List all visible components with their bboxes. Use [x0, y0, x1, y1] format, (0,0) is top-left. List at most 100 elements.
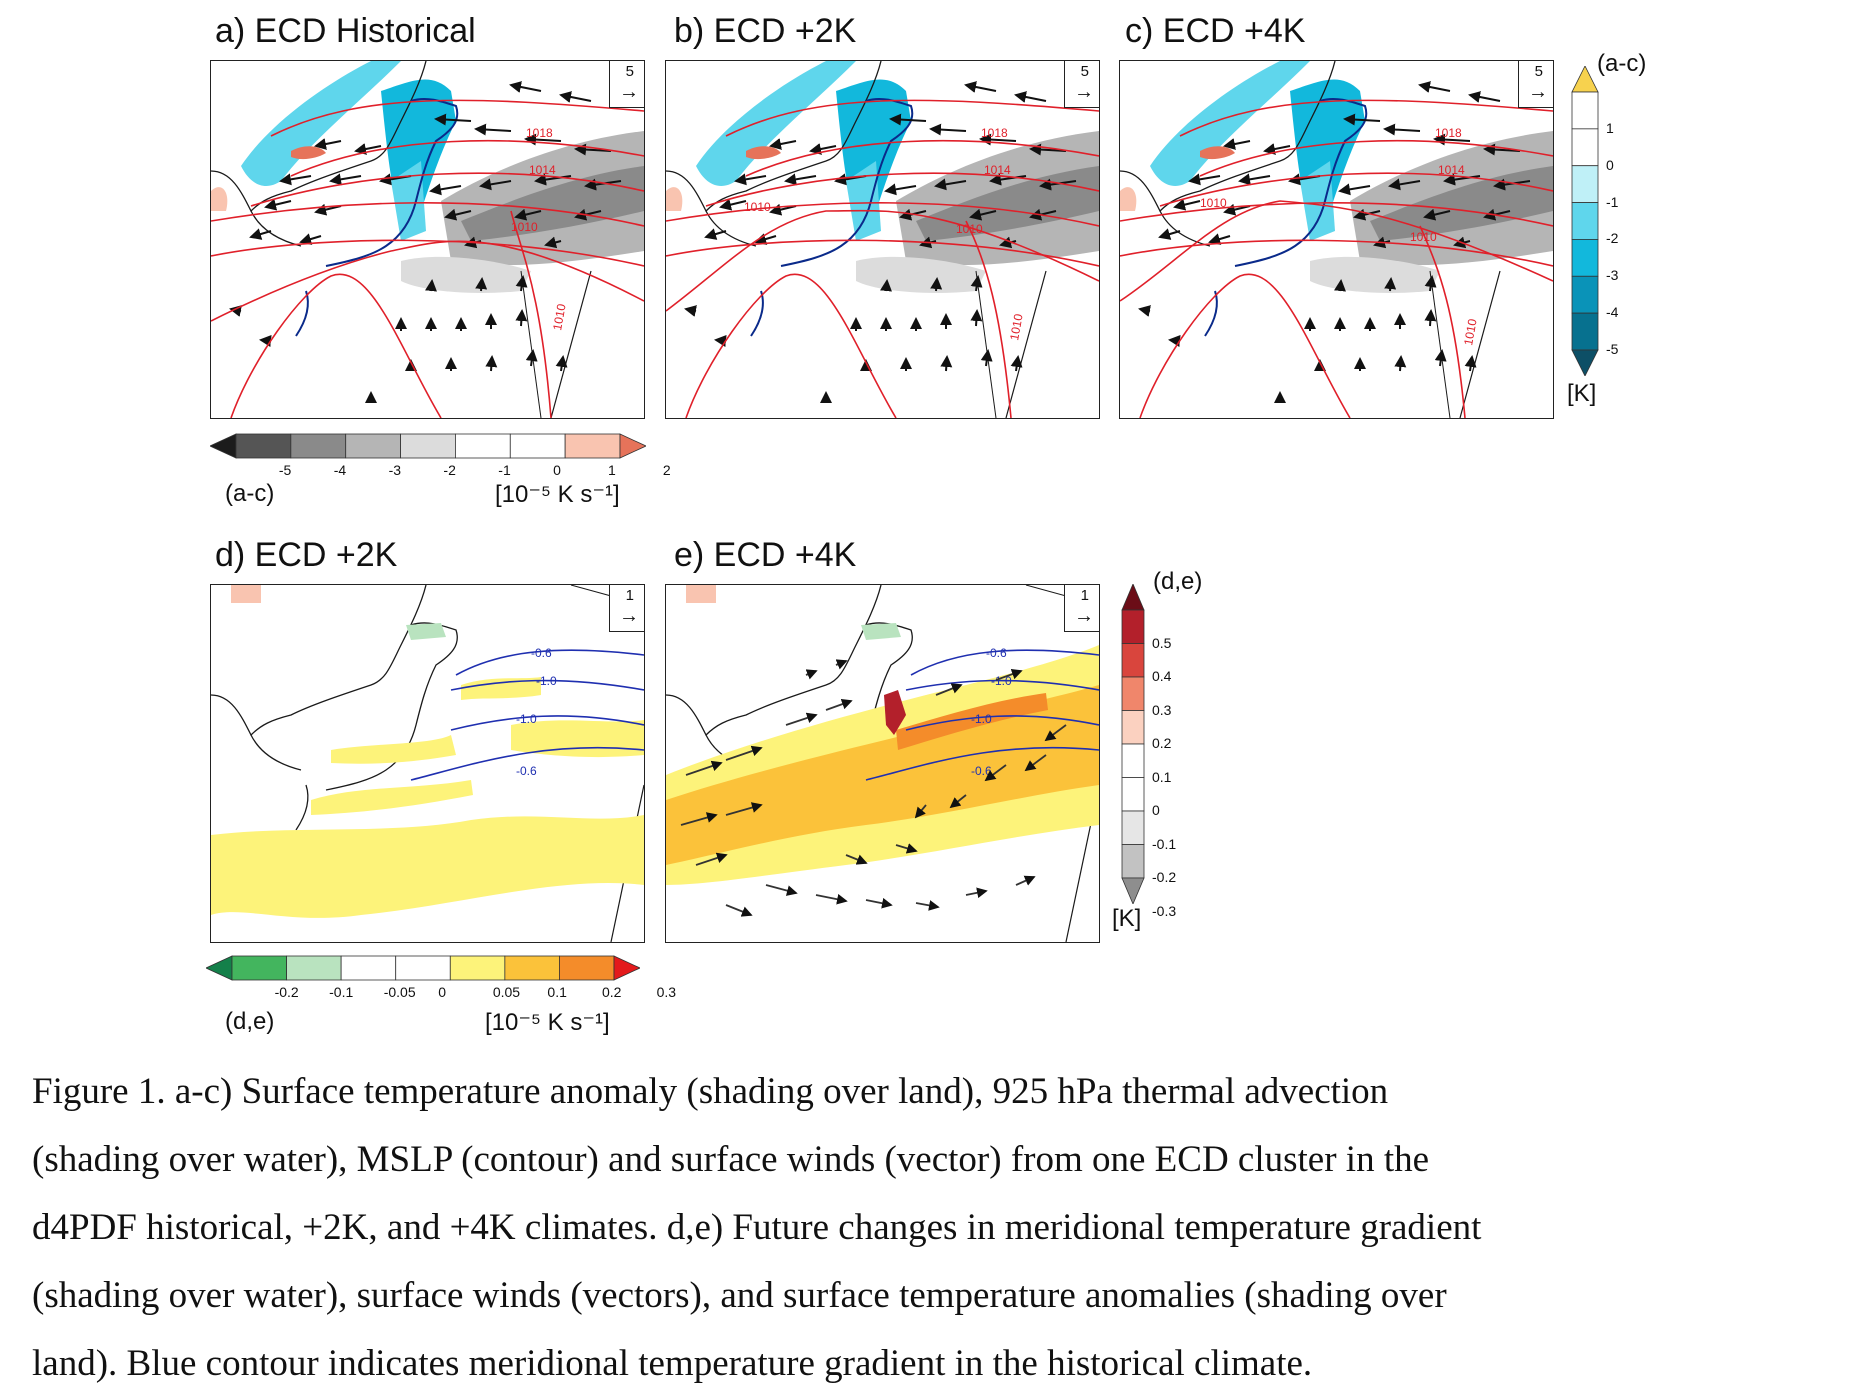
caption-line: land). Blue contour indicates meridional…: [32, 1343, 1313, 1384]
colorbar-tick-label: 0: [553, 462, 561, 478]
colorbar-tick-label: 0: [1606, 156, 1614, 173]
colorbar-tick-label: -1: [498, 462, 511, 478]
colorbar-tick-label: -4: [1606, 304, 1619, 321]
isobar-label: 1010: [1410, 230, 1437, 244]
isobar-label: 1010: [744, 200, 771, 214]
reference-vector-value: 1: [625, 587, 634, 604]
colorbar-segment: [1121, 844, 1145, 879]
reference-vector-box: 1 →: [609, 585, 644, 632]
contour-label: -1.0: [536, 674, 557, 688]
isobar-label: 1010: [1200, 196, 1227, 210]
colorbar-segments: [1121, 584, 1145, 904]
colorbar-tick-label: 0.3: [1152, 701, 1172, 718]
reference-vector-box: 5 →: [609, 61, 644, 108]
colorbar-tick-label: 0: [438, 984, 447, 1000]
reference-vector-box: 1 →: [1064, 585, 1099, 632]
colorbar-segment: [1571, 165, 1599, 203]
reference-vector-value: 1: [1080, 587, 1089, 604]
map-panel-d: -0.6 -1.0 -1.0 -0.6 1 →: [210, 584, 645, 943]
isobar-label: 1010: [511, 220, 538, 234]
colorbar-segment: [564, 433, 621, 459]
gradient-contours: [865, 649, 1099, 781]
colorbar-tick-label: 0.05: [492, 984, 521, 1000]
right-arrow-icon: →: [1074, 605, 1094, 627]
isobar-label: 1018: [981, 126, 1008, 140]
panel-a-title: a) ECD Historical: [215, 12, 476, 50]
reference-vector-value: 5: [1080, 63, 1089, 80]
colorbar-unit: [10⁻⁵ K s⁻¹]: [485, 1009, 610, 1036]
colorbar-low-triangle: [1121, 877, 1145, 904]
isobar-label: 1010: [550, 302, 568, 331]
right-arrow-icon: →: [1074, 81, 1094, 103]
colorbar-unit: [K]: [1112, 905, 1142, 932]
colorbar-unit: [10⁻⁵ K s⁻¹]: [495, 481, 620, 508]
colorbar-segment: [1571, 239, 1599, 277]
colorbar-tick-label: 1: [1606, 119, 1614, 136]
right-arrow-icon: →: [619, 605, 639, 627]
contour-label: -0.6: [516, 764, 537, 778]
colorbar-unit: [K]: [1567, 380, 1597, 407]
gradient-contours: [410, 649, 644, 781]
colorbar-tick-label: 0.1: [1152, 768, 1172, 785]
colorbar-segment: [1121, 609, 1145, 644]
colorbar-segment: [1571, 275, 1599, 314]
colorbar-tick-label: -2: [1606, 230, 1619, 247]
colorbar-segment: [1121, 810, 1145, 845]
right-arrow-icon: →: [1528, 81, 1548, 103]
reference-vector-box: 5 →: [1518, 61, 1553, 108]
colorbar-segment: [559, 955, 615, 981]
colorbar-segments: [206, 955, 640, 981]
isobar-label: 1010: [1461, 317, 1479, 346]
colorbar-tick-label: 0.5: [1152, 634, 1172, 651]
colorbar-low-triangle: [1571, 349, 1599, 376]
panel-c-title: c) ECD +4K: [1125, 12, 1306, 50]
panel-d-title: d) ECD +2K: [215, 536, 398, 574]
colorbar-tick-label: -0.2: [1152, 869, 1177, 885]
colorbar-name: (a-c): [225, 480, 275, 507]
colorbar-tick-label: -0.1: [329, 984, 354, 1000]
colorbar-tick-label: -0.1: [1152, 835, 1177, 852]
colorbar-tick-label: 0.1: [547, 984, 567, 1000]
colorbar-tick-label: -5: [1606, 341, 1619, 357]
colorbar-segment: [395, 955, 451, 981]
colorbar-segment: [235, 433, 292, 459]
colorbar-tick-label: -0.05: [383, 984, 416, 1000]
colorbar-segment: [1571, 91, 1599, 130]
colorbar-segment: [400, 433, 456, 459]
colorbar-name: (d,e): [225, 1008, 275, 1035]
panel-b-title: b) ECD +2K: [674, 12, 857, 50]
colorbar-high-triangle: [1571, 66, 1599, 93]
isobar-label: 1010: [1007, 312, 1025, 341]
contour-label: -1.0: [516, 712, 537, 726]
colorbar-segment: [1121, 710, 1145, 745]
caption-line: d4PDF historical, +2K, and +4K climates.…: [32, 1207, 1482, 1248]
map-b-graphic: 1018 1014 1010 1010 1010: [666, 61, 1099, 418]
reference-vector-box: 5 →: [1064, 61, 1099, 108]
isobar-label: 1014: [1438, 163, 1465, 177]
colorbar-tick-label: -2: [443, 462, 456, 478]
light-green-shading: [861, 623, 901, 640]
map-panel-e: -0.6 -1.0 -1.0 -0.6 1 →: [665, 584, 1100, 943]
contour-label: -1.0: [991, 674, 1012, 688]
caption-line: (shading over water), MSLP (contour) and…: [32, 1139, 1430, 1180]
colorbar-segment: [1571, 312, 1599, 351]
colorbar-tick-label: -0.3: [1152, 902, 1177, 919]
contour-label: -0.6: [986, 646, 1007, 660]
colorbar-low-triangle: [206, 955, 233, 981]
reference-vector-value: 5: [1534, 63, 1543, 80]
yellow-gradient-shading: [211, 677, 644, 918]
map-panel-c: 1018 1014 1010 1010 1010 5 →: [1119, 60, 1554, 419]
isobar-lines: [211, 99, 644, 418]
colorbar-high-triangle: [613, 955, 640, 981]
colorbar-tick-label: 0.4: [1152, 668, 1172, 684]
colorbar-segment: [509, 433, 566, 459]
colorbar-segment: [449, 955, 506, 981]
isobar-label: 1014: [984, 163, 1011, 177]
caption-line: Figure 1. a-c) Surface temperature anoma…: [32, 1071, 1389, 1112]
reference-vector-value: 5: [625, 63, 634, 80]
colorbar-advection-ac: [210, 433, 646, 459]
contour-label: -0.6: [971, 764, 992, 778]
colorbar-gradient-de: [206, 955, 640, 981]
colorbar-segment: [504, 955, 560, 981]
colorbar-tick-label: 0.2: [602, 984, 622, 1000]
